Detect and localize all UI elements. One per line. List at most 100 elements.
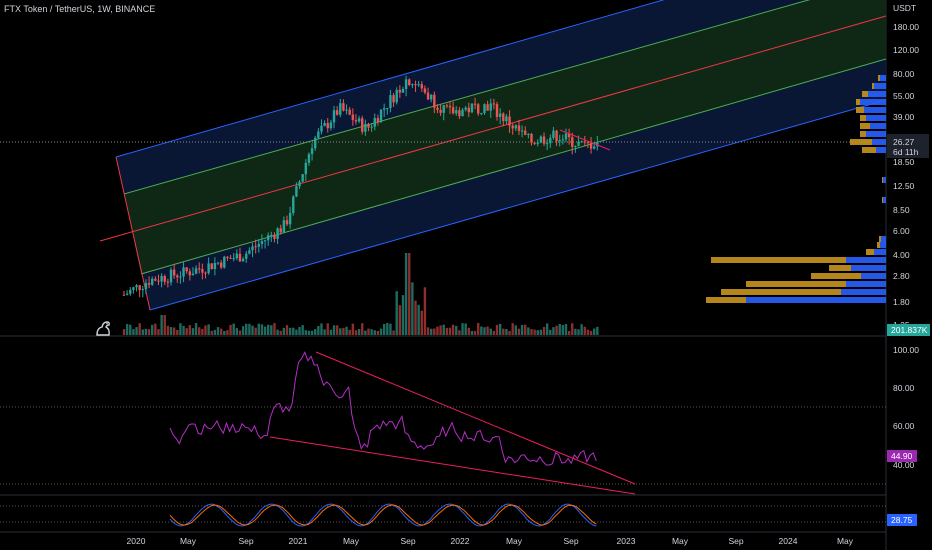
time-axis[interactable]: 2020 May Sep 2021 May Sep 2022 May Sep 2023 May Sep… xyxy=(127,536,854,546)
candle-body xyxy=(477,104,480,114)
volume-bar xyxy=(144,328,148,335)
candle-body xyxy=(251,246,254,251)
candle-body xyxy=(596,142,599,147)
price-tick: 12.50 xyxy=(893,181,915,191)
price-trendline[interactable] xyxy=(559,129,611,151)
volume-bar xyxy=(207,324,210,335)
volume-bar xyxy=(542,326,546,335)
candle-body xyxy=(589,142,593,149)
volume-bar xyxy=(260,324,264,335)
volume-profile-bar-down xyxy=(706,297,746,303)
volume-bar xyxy=(235,328,239,335)
volume-bar xyxy=(122,329,126,335)
candle-body xyxy=(213,262,217,270)
price-tick: 18.50 xyxy=(893,157,915,167)
volume-bar xyxy=(276,329,279,335)
candle-body xyxy=(201,269,204,273)
time-tick: Sep xyxy=(563,536,578,546)
regression-channel[interactable] xyxy=(99,0,886,311)
candle-body xyxy=(426,92,430,100)
candle-body xyxy=(511,125,514,129)
current-price-box xyxy=(887,134,929,158)
stoch-d-line xyxy=(169,504,597,526)
candle-body xyxy=(567,133,571,138)
candle-body xyxy=(533,142,536,144)
volume-profile-bar-down xyxy=(866,249,874,255)
volume-bar xyxy=(489,328,492,335)
candles[interactable] xyxy=(122,75,599,298)
candle-body xyxy=(135,285,138,288)
volume-bar xyxy=(248,323,251,335)
candle-body xyxy=(304,162,308,175)
volume-bar xyxy=(295,329,298,335)
volume-bar xyxy=(213,329,217,335)
candle-body xyxy=(414,84,417,86)
volume-bar xyxy=(204,325,207,335)
volume-bar xyxy=(288,327,292,335)
tradingview-logo-icon[interactable] xyxy=(94,318,114,338)
candle-body xyxy=(373,118,376,127)
volume-profile-bar-down xyxy=(862,91,868,97)
volume-bar xyxy=(596,326,599,335)
candle-body xyxy=(154,278,157,281)
volume-bar xyxy=(401,295,405,335)
candle-body xyxy=(307,153,311,163)
price-tick: 4.00 xyxy=(893,250,910,260)
candle-body xyxy=(361,118,364,132)
candle-body xyxy=(429,94,433,100)
candle-body xyxy=(270,234,273,236)
volume-value-label: 201.837K xyxy=(891,325,928,335)
rsi-lower-trendline[interactable] xyxy=(269,436,636,495)
volume-bar xyxy=(495,324,499,335)
candle-body xyxy=(586,142,590,144)
candle-body xyxy=(172,269,176,276)
volume-bar xyxy=(245,323,248,335)
volume-bar xyxy=(458,330,461,335)
volume-profile-bar-up xyxy=(860,99,886,105)
channel-lower-line xyxy=(149,99,886,311)
volume-bar xyxy=(198,327,201,335)
candle-body xyxy=(536,142,539,144)
candle-body xyxy=(486,104,489,111)
volume-bar xyxy=(417,304,420,335)
volume-profile-bar-up xyxy=(868,91,886,97)
price-tick: 55.00 xyxy=(893,91,915,101)
volume-bar xyxy=(480,326,483,335)
rsi-upper-trendline[interactable] xyxy=(315,351,636,485)
candle-body xyxy=(125,293,129,295)
volume-bar xyxy=(263,326,267,335)
volume-bar xyxy=(157,329,160,335)
volume-bar xyxy=(498,323,502,335)
candle-body xyxy=(351,114,355,121)
volume-bar xyxy=(141,329,145,335)
candle-body xyxy=(379,109,383,123)
volume-bar xyxy=(357,329,361,335)
volume-bar xyxy=(398,305,402,335)
volume-bar xyxy=(530,328,533,335)
candle-body xyxy=(502,113,505,122)
candle-body xyxy=(561,139,565,141)
candle-body xyxy=(132,287,135,290)
candle-body xyxy=(445,105,449,107)
candle-body xyxy=(257,243,260,247)
volume-bar xyxy=(514,325,518,335)
volume-profile-bar-up xyxy=(883,177,886,183)
volume-bar xyxy=(423,287,427,335)
candle-body xyxy=(317,131,320,138)
candle-body xyxy=(386,108,389,110)
channel-inner-fill xyxy=(124,0,886,274)
candle-body xyxy=(260,241,264,244)
time-tick: 2020 xyxy=(127,536,146,546)
volume-profile-bar-down xyxy=(878,75,880,81)
candle-body xyxy=(492,103,496,105)
current-price-label: 26.27 xyxy=(893,137,915,147)
volume-bar xyxy=(354,330,358,335)
candle-body xyxy=(166,281,170,283)
volume-profile-bar-down xyxy=(856,107,864,113)
volume-profile-bar-down xyxy=(860,131,866,137)
volume-profile-bar-up xyxy=(872,139,886,145)
volume-bar xyxy=(342,327,345,335)
candle-body xyxy=(552,130,555,138)
candle-body xyxy=(276,228,279,239)
